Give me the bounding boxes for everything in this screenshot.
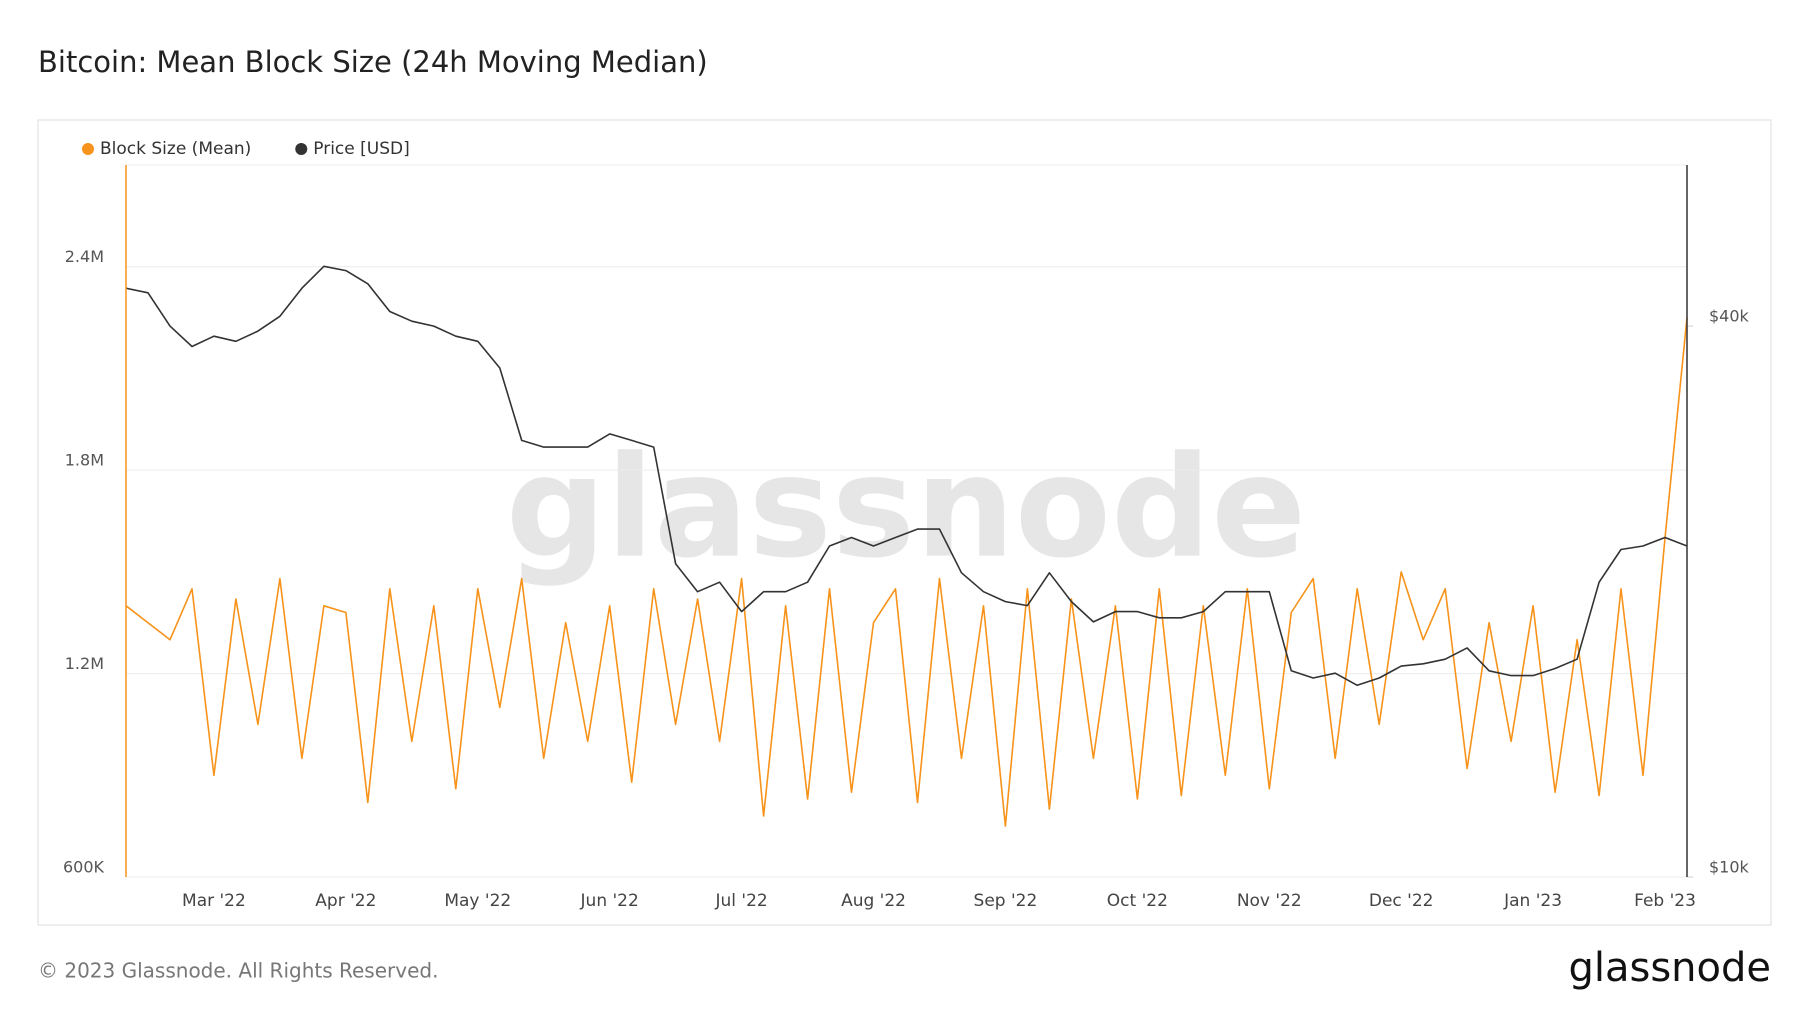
chart-frame — [37, 119, 1772, 926]
footer: © 2023 Glassnode. All Rights Reserved. — [38, 959, 438, 983]
x-tick-label: Nov '22 — [1237, 891, 1302, 911]
y-tick-label: 600K — [63, 858, 105, 877]
x-tick-label: Jul '22 — [714, 891, 767, 911]
x-tick-label: Jan '23 — [1503, 891, 1562, 911]
x-tick-label: Aug '22 — [841, 891, 906, 911]
y2-tick-label: $40k — [1709, 307, 1750, 326]
legend-marker — [82, 143, 94, 155]
x-tick-label: Oct '22 — [1107, 891, 1168, 911]
x-tick-label: May '22 — [444, 891, 511, 911]
x-tick-label: Sep '22 — [974, 891, 1038, 911]
x-tick-label: Jun '22 — [580, 891, 639, 911]
x-tick-label: Apr '22 — [315, 891, 376, 911]
series-line — [125, 265, 1688, 687]
y-tick-label: 2.4M — [65, 247, 104, 266]
legend-label: Block Size (Mean) — [100, 139, 251, 159]
chart-title: Bitcoin: Mean Block Size (24h Moving Med… — [38, 45, 708, 79]
series-line — [125, 317, 1688, 827]
x-tick-label: Mar '22 — [182, 891, 246, 911]
y-tick-label: 1.2M — [65, 654, 104, 673]
x-tick-label: Dec '22 — [1369, 891, 1434, 911]
y2-tick-label: $10k — [1709, 858, 1750, 877]
legend-marker — [295, 143, 308, 155]
logo: glassnode — [1568, 945, 1771, 991]
x-tick-label: Feb '23 — [1634, 891, 1696, 911]
watermark: glassnode — [506, 427, 1306, 590]
legend-label: Price [USD] — [313, 139, 409, 159]
y-tick-label: 1.8M — [65, 451, 104, 470]
